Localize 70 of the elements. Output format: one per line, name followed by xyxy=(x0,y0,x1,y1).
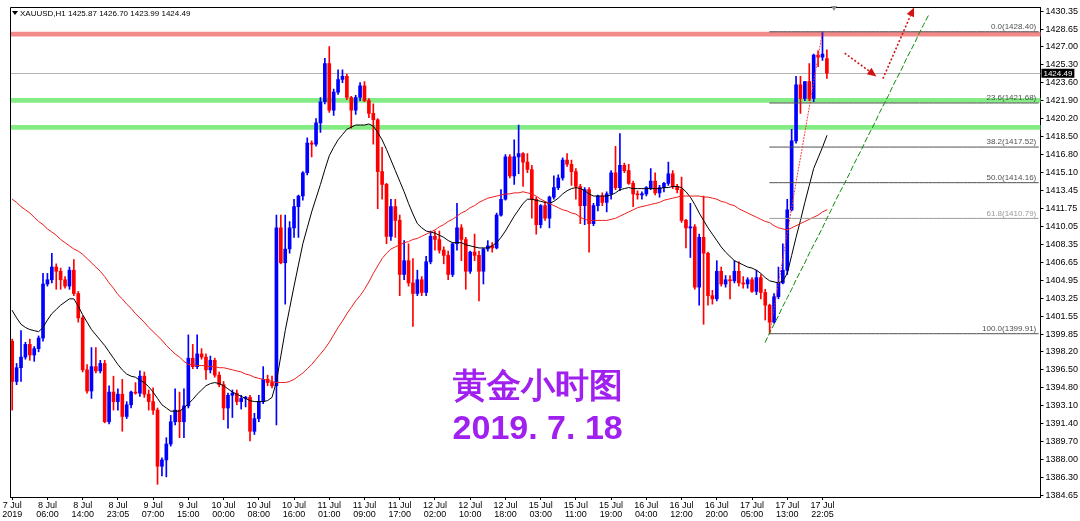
y-tick-label: 1406.65 xyxy=(1045,256,1079,267)
candlestick xyxy=(411,258,415,327)
x-tick-label: 11 Jul 09:00 xyxy=(352,499,377,519)
y-tick-label: 1404.95 xyxy=(1045,274,1079,285)
x-tick-label: 17 Jul 22:05 xyxy=(810,499,835,519)
y-tick-label: 1389.70 xyxy=(1045,436,1079,447)
y-tick-label: 1398.20 xyxy=(1045,346,1079,357)
candlestick xyxy=(94,347,98,374)
x-tick-label: 12 Jul 18:00 xyxy=(493,499,518,519)
annotation: XAUUSD,H1 1425.87 1426.70 1423.99 1424.49 xyxy=(20,9,191,19)
x-tick-label: 16 Jul 04:00 xyxy=(634,499,659,519)
y-tick-label: 1386.30 xyxy=(1045,472,1079,483)
y-tick-label: 1413.45 xyxy=(1045,184,1079,195)
candlestick xyxy=(54,263,59,290)
series-label: 61.8(1410.79) xyxy=(986,208,1037,218)
y-tick-label: 1430.35 xyxy=(1045,5,1079,16)
y-tick-label: 1388.00 xyxy=(1045,454,1079,465)
y-tick-label: 1408.35 xyxy=(1045,238,1079,249)
candlestick xyxy=(521,152,525,187)
candlestick xyxy=(283,214,288,305)
y-tick-label: 1391.40 xyxy=(1045,418,1079,429)
x-tick-label: 8 Jul 23:05 xyxy=(106,499,130,519)
y-tick-label: 1394.80 xyxy=(1045,382,1079,393)
y-tick-label: 1393.10 xyxy=(1045,400,1079,411)
x-tick-label: 16 Jul 20:00 xyxy=(704,499,729,519)
y-tick-label: 1401.55 xyxy=(1045,310,1079,321)
x-tick-label: 10 Jul 16:00 xyxy=(282,499,307,519)
x-tick-label: 11 Jul 01:00 xyxy=(317,499,341,519)
x-tick-label: 9 Jul 15:00 xyxy=(177,499,200,519)
x-tick-label: 15 Jul 03:00 xyxy=(528,499,553,519)
x-tick-label: 11 Jul 17:00 xyxy=(388,499,412,519)
y-tick-label: 1416.80 xyxy=(1045,149,1079,160)
y-tick-label: 1411.75 xyxy=(1045,202,1078,213)
y-tick-label: 1423.60 xyxy=(1045,77,1079,88)
y-tick-label: 1421.90 xyxy=(1045,95,1079,106)
x-tick-label: 12 Jul 02:00 xyxy=(422,499,447,519)
y-tick-label: 1420.20 xyxy=(1045,113,1079,124)
series-label: 38.2(1417.52) xyxy=(986,137,1037,147)
candlestick xyxy=(728,275,732,300)
y-tick-label: 1410.05 xyxy=(1045,220,1079,231)
x-tick-label: 15 Jul 19:00 xyxy=(599,499,624,519)
y-tick-label: 1427.00 xyxy=(1045,41,1079,52)
y-tick-label: 1403.25 xyxy=(1045,292,1079,303)
y-tick-label: 1428.65 xyxy=(1045,23,1079,34)
series-label: 100.0(1399.91) xyxy=(982,323,1037,333)
y-tick-label: 1396.50 xyxy=(1045,364,1079,375)
y-tick-label: 1399.85 xyxy=(1045,328,1079,339)
series-label: 23.6(1421.68) xyxy=(986,93,1037,103)
series-label: 50.0(1414.16) xyxy=(986,172,1037,182)
text: 黄金小时图 xyxy=(452,364,623,405)
x-tick-label: 16 Jul 12:00 xyxy=(669,499,694,519)
x-tick-label: 7 Jul 2019 xyxy=(2,499,23,519)
y-tick-label: 1418.50 xyxy=(1045,131,1079,142)
x-tick-label: 10 Jul 08:00 xyxy=(246,499,271,519)
x-tick-label: 9 Jul 07:00 xyxy=(141,499,165,519)
x-tick-label: 17 Jul 05:00 xyxy=(740,499,765,519)
candlestick xyxy=(19,330,23,382)
y-tick-label: 1415.10 xyxy=(1045,167,1079,178)
x-tick-label: 12 Jul 10:00 xyxy=(458,499,483,519)
text: 2019. 7. 18 xyxy=(452,407,623,446)
x-tick-label: 15 Jul 11:00 xyxy=(563,499,588,519)
series-label: 0.0(1428.40) xyxy=(990,21,1037,31)
ref-line-label: 1424.49 xyxy=(1043,68,1073,78)
line-series xyxy=(764,15,929,343)
y-tick-label: 1425.30 xyxy=(1045,59,1079,70)
x-tick-label: 17 Jul 13:00 xyxy=(775,499,800,519)
y-tick-label: 1384.65 xyxy=(1045,489,1079,500)
x-tick-label: 10 Jul 00:00 xyxy=(211,499,236,519)
x-tick-label: 8 Jul 06:00 xyxy=(36,499,59,519)
x-tick-label: 8 Jul 14:00 xyxy=(71,499,94,519)
